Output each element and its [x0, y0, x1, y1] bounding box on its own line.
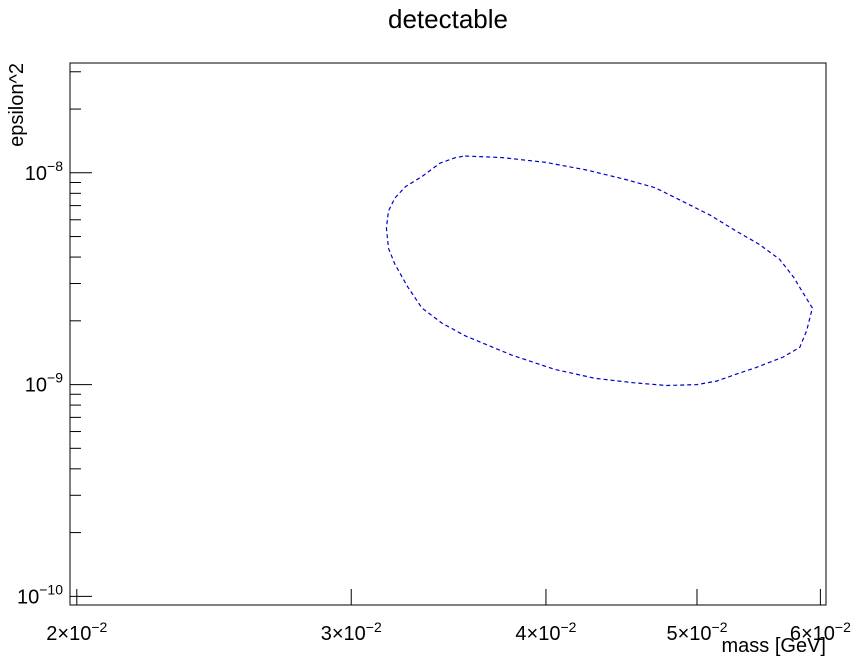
x-axis-ticks [76, 589, 821, 605]
y-tick-label: 10−9 [25, 370, 63, 397]
x-axis-tick-labels: 2×10−2 3×10−2 4×10−2 5×10−2 6×10−2 [46, 619, 851, 645]
x-tick-label: 3×10−2 [321, 619, 382, 645]
y-axis-ticks [70, 71, 92, 597]
x-tick-label: 2×10−2 [46, 619, 107, 645]
detectable-contour-line [385, 155, 814, 387]
y-axis-tick-labels: 10−10 10−9 10−8 [17, 158, 63, 609]
x-axis-label: mass [GeV] [722, 635, 826, 657]
x-tick-label: 5×10−2 [666, 619, 727, 645]
x-tick-label: 6×10−2 [790, 619, 851, 645]
y-axis-label: epsilon^2 [6, 63, 28, 147]
y-tick-label: 10−10 [17, 581, 63, 608]
plot-frame [69, 62, 827, 606]
x-tick-label: 4×10−2 [515, 619, 576, 645]
chart-title: detectable [388, 4, 508, 34]
y-tick-label: 10−8 [25, 158, 63, 185]
